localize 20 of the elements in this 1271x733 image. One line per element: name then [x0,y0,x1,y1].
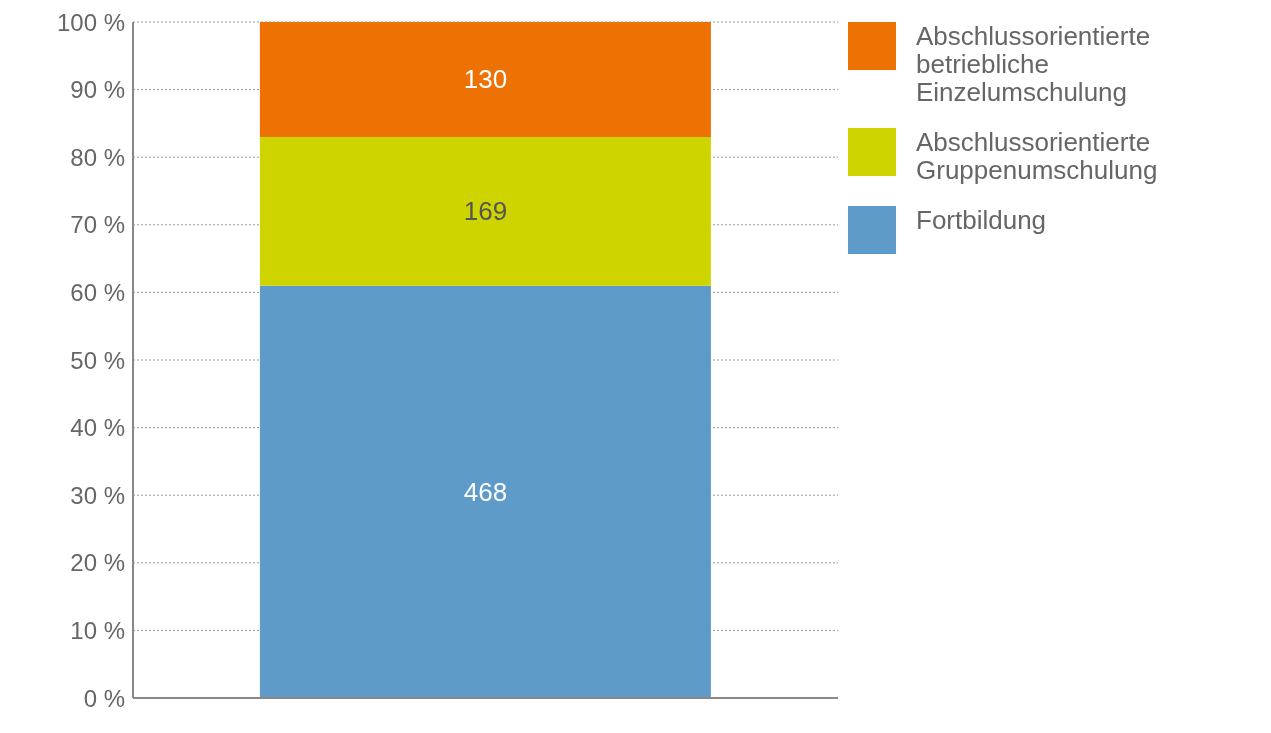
y-tick-label: 30 % [70,481,125,509]
y-tick-label: 20 % [70,549,125,577]
annotation: 169 [463,196,508,227]
annotation: 468 [463,476,508,507]
y-tick-label: 0 % [83,684,125,712]
y-tick-label: 60 % [70,278,125,306]
y-tick-label: 80 % [70,143,125,171]
annotation: 130 [463,64,508,95]
y-tick-label: 70 % [70,211,125,239]
legend-label: Abschlussorientierte betriebliche Einzelumschulung [916,21,1152,107]
y-tick-label: 10 % [70,616,125,644]
y-tick-label: 100 % [56,8,125,36]
bar [259,285,711,698]
bar [259,136,711,286]
legend-label: Fortbildung [916,205,1048,235]
y-tick-label: 50 % [70,346,125,374]
legend-label: Abschlussorientierte Gruppenumschulung [916,127,1159,185]
y-tick-label: 90 % [70,76,125,104]
bar [259,22,711,137]
y-tick-label: 40 % [70,414,125,442]
